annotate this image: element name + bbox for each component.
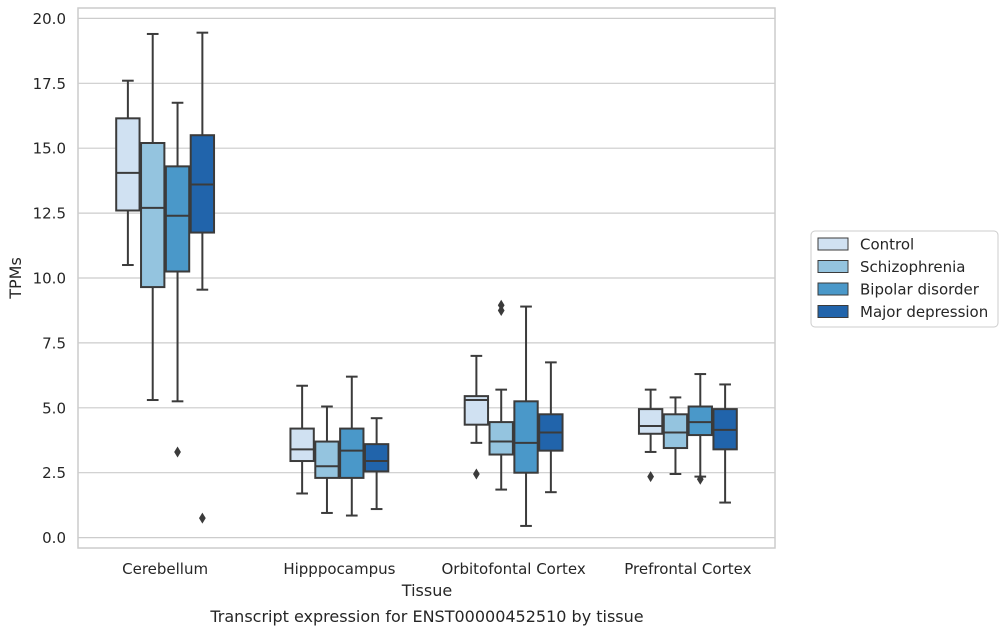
legend-swatch	[817, 305, 849, 318]
legend-swatch	[817, 237, 849, 251]
x-tick-label: Cerebellum	[122, 560, 208, 578]
y-tick-label: 7.5	[42, 334, 66, 352]
legend-frame	[810, 230, 999, 328]
box-iqr	[463, 395, 490, 426]
box-plot-group	[164, 101, 191, 458]
legend-label: Bipolar disorder	[860, 281, 980, 299]
box-iqr	[637, 408, 664, 435]
x-tick-labels: Cerebellum Hipppocampus Orbitofontal Corte…	[122, 560, 751, 578]
box-plot-group	[712, 383, 738, 504]
box-plot-group	[687, 373, 713, 485]
y-tick-label: 5.0	[42, 399, 66, 417]
x-tick-label: Prefrontal Cortex	[624, 560, 751, 578]
box-plot-group	[538, 361, 564, 494]
y-tick-label: 15.0	[33, 140, 66, 158]
legend-label: Control	[860, 236, 914, 254]
plot-frame	[77, 7, 776, 549]
grid-layer	[78, 17, 775, 539]
y-tick-label: 20.0	[33, 10, 66, 28]
x-axis-label: Tissue	[401, 581, 452, 600]
box-iqr	[662, 413, 689, 450]
box-iqr	[513, 400, 539, 474]
box-iqr	[363, 443, 390, 473]
outlier-point	[497, 299, 505, 311]
outlier-point	[473, 468, 480, 480]
y-tick-label: 12.5	[33, 205, 66, 223]
box-iqr	[140, 142, 166, 289]
y-tick-label: 2.5	[42, 464, 66, 482]
box-plot-group	[637, 388, 664, 483]
box-plot-group	[662, 396, 689, 476]
x-tick-label: Hipppocampus	[283, 560, 395, 578]
y-tick-labels: 0.0 2.5 5.0 7.5 10.0 12.5 15.0 17.5 20.0	[33, 10, 66, 547]
box-layer	[115, 31, 738, 527]
box-plot-group	[363, 417, 390, 511]
box-iqr	[314, 440, 340, 479]
box-iqr	[164, 165, 191, 273]
box-plot-group	[488, 299, 514, 491]
box-plot-group	[339, 375, 365, 517]
box-plot-group	[463, 354, 490, 480]
box-plot-group	[189, 31, 216, 524]
box-iqr	[687, 405, 713, 437]
outlier-point	[198, 512, 206, 524]
box-iqr	[289, 427, 315, 463]
y-axis-label: TPMs	[6, 257, 25, 300]
box-iqr	[488, 421, 514, 456]
legend-label: Major depression	[860, 303, 988, 321]
box-iqr	[115, 117, 141, 212]
box-plot-group	[513, 305, 539, 527]
box-plot-group	[115, 79, 141, 267]
box-iqr	[339, 427, 365, 479]
legend-label: Schizophrenia	[860, 258, 965, 276]
box-plot-group	[140, 32, 166, 402]
outlier-point	[647, 471, 655, 483]
chart-caption: Transcript expression for ENST0000045251…	[209, 607, 643, 626]
box-plot-group	[289, 384, 315, 495]
y-tick-label: 10.0	[33, 270, 66, 288]
legend-swatch	[817, 260, 849, 273]
x-tick-label: Orbitofontal Cortex	[442, 560, 586, 578]
y-tick-label: 17.5	[33, 75, 66, 93]
legend: Control Schizophrenia Bipolar disorder Majo…	[810, 230, 999, 328]
outlier-point	[174, 446, 181, 458]
box-plot-group	[314, 405, 340, 514]
legend-swatch	[817, 282, 849, 296]
outlier-point	[696, 473, 704, 485]
y-tick-label: 0.0	[42, 529, 66, 547]
